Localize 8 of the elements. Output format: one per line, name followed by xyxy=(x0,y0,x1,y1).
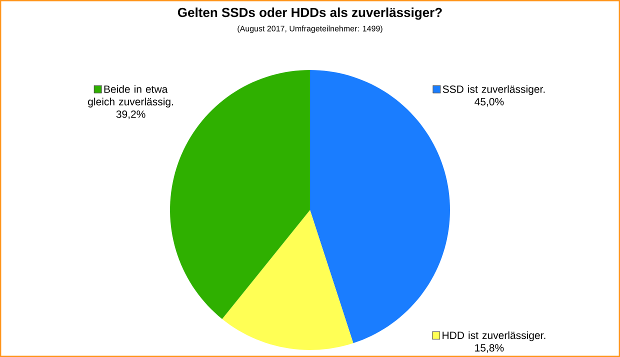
legend-label: Beide in etwa gleich zuverlässig. xyxy=(88,85,174,108)
data-label: 45,0% xyxy=(474,98,504,107)
data-label: 15,8% xyxy=(475,344,504,353)
data-label: 39,2% xyxy=(116,110,146,120)
chart-subtitle: (August 2017, Umfrageteilnehmer: 1499) xyxy=(238,26,382,33)
legend-label: HDD ist zuverlässiger. xyxy=(442,331,546,342)
legend-label: SSD ist zuverlässiger. xyxy=(442,85,545,95)
chart-title: Gelten SSDs oder HDDs als zuverlässiger? xyxy=(178,8,442,20)
